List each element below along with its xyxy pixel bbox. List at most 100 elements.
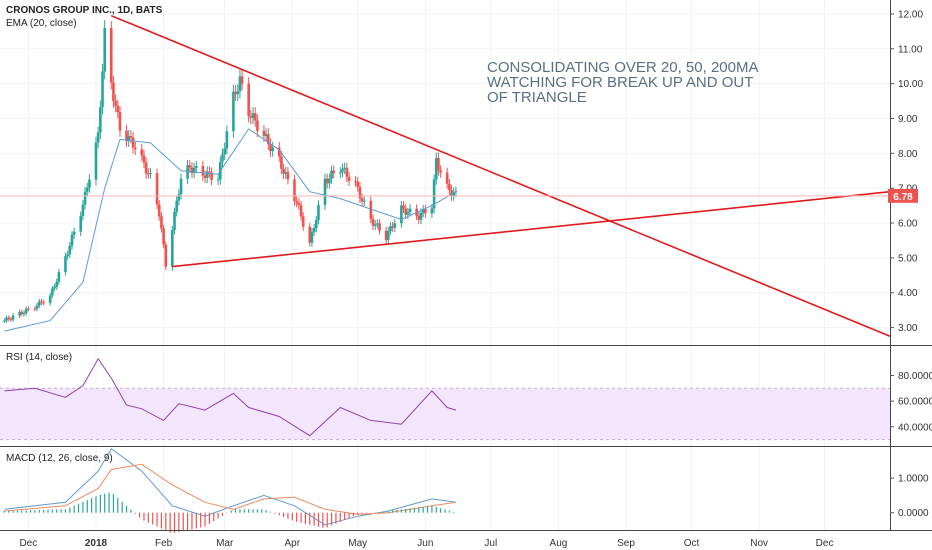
- candle-body: [277, 147, 281, 157]
- rsi-tick-label: 60.0000: [898, 397, 932, 408]
- candle-body: [286, 172, 290, 180]
- candle-body: [282, 168, 285, 174]
- candle-body: [118, 112, 122, 131]
- candle-body: [317, 205, 320, 220]
- candle-body: [236, 91, 240, 95]
- price-tick-label: 5.00: [898, 253, 918, 264]
- time-tick-label: Jun: [417, 538, 433, 549]
- candle-body: [27, 308, 30, 310]
- candle-body: [251, 113, 255, 118]
- time-tick-label: Sep: [617, 538, 635, 549]
- candle-body: [347, 176, 351, 182]
- candle-body: [131, 137, 135, 148]
- candle-body: [330, 170, 333, 179]
- candle-body: [171, 230, 174, 267]
- candle-body: [57, 272, 61, 282]
- series-lines: [4, 128, 457, 526]
- trendlines[interactable]: [0, 14, 891, 338]
- candle-body: [208, 171, 211, 173]
- candle-body: [452, 192, 456, 196]
- time-tick-label: Mar: [216, 538, 234, 549]
- time-tick-label: Nov: [750, 538, 768, 549]
- candle-body: [188, 165, 192, 168]
- macd-histogram: [3, 492, 455, 533]
- rsi-line: [4, 357, 457, 437]
- candle-body: [51, 288, 54, 296]
- candle-body: [94, 142, 98, 180]
- candle-body: [192, 167, 196, 173]
- candle-body: [400, 205, 403, 224]
- candle-body: [386, 231, 390, 241]
- annotation-line-2: WATCHING FOR BREAK UP AND OUT: [487, 74, 753, 91]
- candle-body: [3, 320, 6, 322]
- candle-body: [173, 211, 176, 231]
- candle-body: [328, 178, 331, 184]
- price-tick-label: 3.00: [898, 323, 918, 334]
- candle-body: [83, 191, 87, 205]
- candle-body: [249, 116, 253, 118]
- candle-body: [186, 165, 189, 179]
- time-tick-label: Feb: [155, 538, 173, 549]
- candle-body: [210, 172, 213, 181]
- candle-body: [160, 216, 163, 229]
- candles: [3, 20, 458, 323]
- candle-body: [432, 179, 436, 209]
- candle-body: [144, 162, 148, 174]
- candle-body: [216, 179, 220, 181]
- candle-body: [295, 200, 298, 203]
- candle-body: [190, 167, 194, 173]
- symbol-label: CRONOS GROUP INC., 1D, BATS: [6, 5, 163, 16]
- candle-body: [48, 295, 52, 303]
- candle-body: [37, 301, 41, 306]
- candle-body: [201, 165, 205, 176]
- trendline-ascending[interactable]: [172, 190, 891, 268]
- trendline-descending[interactable]: [110, 14, 891, 338]
- candle-body: [430, 208, 434, 214]
- candle-body: [232, 91, 235, 132]
- candle-body: [127, 135, 131, 142]
- candle-body: [223, 148, 226, 155]
- axes: Dec 2018 Feb Mar Apr May Jun Jul Aug Sep Oct Nov Dec…: [19, 9, 932, 549]
- candle-body: [33, 308, 37, 310]
- grid-lines: [0, 0, 890, 530]
- last-price-tag: [888, 188, 918, 203]
- candle-body: [301, 216, 305, 227]
- candle-body: [72, 231, 76, 235]
- ema-line: [4, 128, 457, 332]
- time-tick-label: May: [348, 538, 367, 549]
- candle-body: [81, 204, 85, 217]
- candle-body: [157, 204, 161, 217]
- rsi-tick-label: 80.0000: [898, 371, 932, 382]
- candle-body: [253, 113, 257, 121]
- candle-body: [362, 200, 366, 202]
- candle-body: [280, 156, 283, 169]
- candle-body: [203, 175, 207, 178]
- candle-body: [402, 205, 405, 209]
- candle-body: [114, 101, 117, 106]
- candle-body: [384, 230, 388, 241]
- candle-body: [354, 181, 357, 183]
- candle-body: [5, 317, 8, 321]
- time-tick-label: Apr: [285, 538, 301, 549]
- candle-body: [314, 219, 318, 229]
- candle-body: [116, 105, 120, 113]
- last-price-label: 6.78: [893, 192, 913, 203]
- candle-body: [262, 130, 266, 136]
- candle-body: [88, 179, 91, 188]
- candle-body: [445, 172, 449, 184]
- candle-body: [221, 154, 224, 162]
- candle-body: [40, 301, 43, 303]
- candle-body: [238, 76, 242, 92]
- candle-body: [155, 173, 159, 205]
- candle-body: [53, 286, 56, 289]
- signal-line: [4, 463, 456, 515]
- candle-body: [99, 107, 102, 133]
- candle-body: [133, 147, 137, 150]
- candle-body: [408, 208, 412, 213]
- candle-body: [373, 224, 377, 226]
- ema-label: EMA (20, close): [6, 18, 77, 29]
- candle-body: [345, 167, 349, 177]
- candle-body: [64, 256, 67, 273]
- candle-body: [175, 200, 178, 212]
